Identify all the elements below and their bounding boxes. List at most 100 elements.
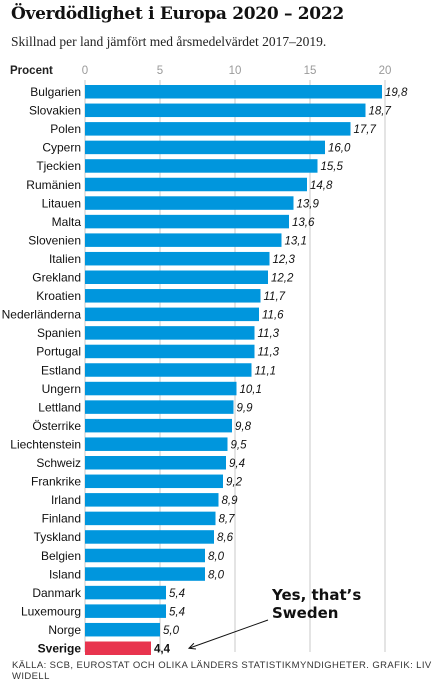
- category-label: Rumänien: [26, 178, 81, 192]
- value-label: 13,9: [297, 198, 320, 210]
- bar: [85, 585, 166, 600]
- value-label: 9,5: [231, 439, 248, 451]
- value-label: 8,0: [208, 551, 225, 563]
- value-label: 19,8: [385, 87, 408, 99]
- bar-highlight: [85, 641, 151, 655]
- value-label: 4,4: [154, 644, 171, 656]
- category-labels: Bulgarien Slovakien Polen Cypern Tjeckien Rum…: [2, 85, 82, 656]
- bar: [85, 196, 294, 210]
- bar: [85, 177, 307, 192]
- value-label: 5,4: [169, 606, 185, 618]
- value-label: 15,5: [321, 161, 344, 173]
- category-label: Slovenien: [28, 233, 81, 247]
- value-label: 8,9: [222, 495, 239, 507]
- value-label: 16,0: [328, 143, 351, 155]
- category-label: Portugal: [36, 345, 81, 359]
- value-label: 9,9: [237, 402, 254, 414]
- value-label: 12,3: [273, 254, 296, 266]
- annotation-text: Yes, that’s: [271, 586, 361, 604]
- bar: [85, 456, 226, 470]
- value-label: 5,0: [163, 625, 180, 637]
- category-label: Irland: [51, 493, 81, 507]
- value-label: 9,4: [229, 458, 245, 470]
- value-label: 13,6: [292, 217, 315, 229]
- bar: [85, 530, 214, 544]
- category-label: Sverige: [38, 642, 82, 656]
- tick-label: 15: [304, 65, 317, 77]
- bar: [85, 326, 255, 340]
- bar: [85, 400, 234, 414]
- value-label: 11,3: [258, 328, 280, 340]
- category-label: Italien: [49, 252, 81, 266]
- category-label: Slovakien: [29, 104, 81, 118]
- category-label: Polen: [50, 122, 81, 136]
- chart-title: Överdödlighet i Europa 2020 – 2022: [11, 4, 344, 24]
- annotation-text: Sweden: [272, 604, 338, 622]
- bar: [85, 604, 166, 618]
- bar: [85, 270, 268, 284]
- bar: [85, 418, 232, 433]
- bar: [85, 437, 228, 451]
- chart-subtitle: Skillnad per land jämfört med årsmedelvä…: [11, 34, 327, 49]
- bar: [85, 233, 282, 247]
- tick-label: 0: [82, 65, 88, 77]
- value-label: 5,4: [169, 588, 185, 600]
- category-label: Norge: [48, 623, 81, 637]
- category-label: Cypern: [42, 141, 81, 155]
- category-label: Finland: [42, 512, 81, 526]
- value-label: 13,1: [285, 235, 307, 247]
- bar: [85, 140, 325, 155]
- bar: [85, 493, 219, 507]
- tick-label: 5: [157, 65, 163, 77]
- category-label: Bulgarien: [30, 85, 81, 99]
- bar: [85, 344, 255, 359]
- bar: [85, 381, 237, 396]
- value-label: 10,1: [240, 384, 262, 396]
- annotation-arrow-head: [187, 642, 197, 650]
- category-label: Tyskland: [34, 530, 81, 544]
- category-label: Grekland: [32, 271, 81, 285]
- category-label: Spanien: [37, 326, 81, 340]
- tick-label: 10: [229, 65, 242, 77]
- bar: [85, 548, 205, 563]
- category-label: Nederländerna: [2, 308, 82, 322]
- category-label: Liechtenstein: [10, 437, 81, 451]
- value-label: 8,0: [208, 569, 225, 581]
- category-label: Lettland: [38, 400, 81, 414]
- value-label: 11,6: [262, 310, 284, 322]
- value-label: 8,7: [219, 514, 236, 526]
- category-label: Schweiz: [36, 456, 81, 470]
- bar: [85, 251, 270, 266]
- value-label: 18,7: [369, 106, 392, 118]
- value-label: 17,7: [354, 124, 377, 136]
- category-label: Litauen: [42, 196, 81, 210]
- category-label: Kroatien: [36, 289, 81, 303]
- bar: [85, 474, 223, 489]
- bar: [85, 103, 366, 118]
- category-label: Danmark: [32, 586, 82, 600]
- bar: [85, 363, 252, 377]
- bar: [85, 85, 382, 99]
- value-label: 9,2: [226, 477, 243, 489]
- value-label: 11,7: [264, 291, 286, 303]
- bar: [85, 622, 160, 637]
- source-note: KÄLLA: SCB, EUROSTAT OCH OLIKA LÄNDERS S…: [12, 660, 432, 682]
- category-label: Estland: [41, 363, 81, 377]
- bar: [85, 122, 351, 136]
- value-label: 14,8: [310, 180, 333, 192]
- value-label: 9,8: [235, 421, 252, 433]
- bar: [85, 307, 259, 322]
- value-label: 12,2: [271, 273, 294, 285]
- category-label: Luxemourg: [21, 604, 81, 618]
- category-label: Österrike: [32, 419, 81, 433]
- bar: [85, 567, 205, 581]
- category-label: Malta: [52, 215, 82, 229]
- bar: [85, 159, 318, 173]
- tick-label: 20: [379, 65, 392, 77]
- category-label: Belgien: [41, 549, 81, 563]
- category-label: Frankrike: [31, 475, 81, 489]
- category-label: Tjeckien: [36, 159, 81, 173]
- unit-label: Procent: [10, 65, 53, 77]
- bar: [85, 214, 289, 229]
